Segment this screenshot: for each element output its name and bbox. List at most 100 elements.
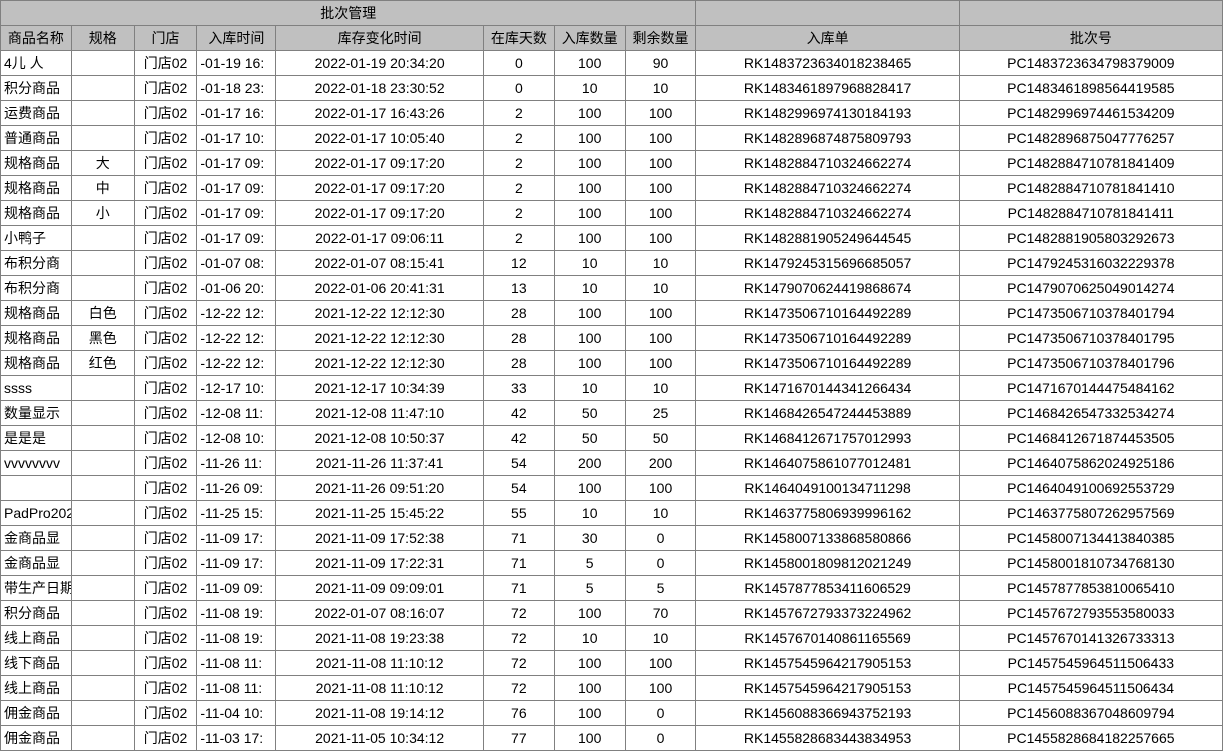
cell-intime: -12-22 12:	[197, 301, 276, 326]
table-row[interactable]: 普通商品门店02-01-17 10:2022-01-17 10:05:40210…	[1, 126, 1223, 151]
col-header-changetime[interactable]: 库存变化时间	[276, 26, 484, 51]
cell-batch: PC1482896875047776257	[959, 126, 1222, 151]
cell-remain: 100	[625, 326, 696, 351]
table-row[interactable]: 布积分商门店02-01-06 20:2022-01-06 20:41:31131…	[1, 276, 1223, 301]
cell-days: 12	[483, 251, 554, 276]
cell-intime: -01-17 09:	[197, 226, 276, 251]
header-row: 商品名称 规格 门店 入库时间 库存变化时间 在库天数 入库数量 剩余数量 入库…	[1, 26, 1223, 51]
cell-intime: -01-17 09:	[197, 151, 276, 176]
cell-store: 门店02	[134, 551, 197, 576]
table-row[interactable]: 规格商品黑色门店02-12-22 12:2021-12-22 12:12:302…	[1, 326, 1223, 351]
cell-name: 规格商品	[1, 151, 72, 176]
cell-spec	[71, 251, 134, 276]
table-row[interactable]: 规格商品中门店02-01-17 09:2022-01-17 09:17:2021…	[1, 176, 1223, 201]
col-header-remain[interactable]: 剩余数量	[625, 26, 696, 51]
cell-batch: PC1482884710781841411	[959, 201, 1222, 226]
cell-inorder: RK1482881905249644545	[696, 226, 959, 251]
table-row[interactable]: 4儿 人门店02-01-19 16:2022-01-19 20:34:20010…	[1, 51, 1223, 76]
cell-inqty: 30	[554, 526, 625, 551]
table-row[interactable]: 带生产日期门店02-11-09 09:2021-11-09 09:09:0171…	[1, 576, 1223, 601]
table-row[interactable]: 数量显示门店02-12-08 11:2021-12-08 11:47:10425…	[1, 401, 1223, 426]
cell-inqty: 100	[554, 226, 625, 251]
cell-intime: -11-09 17:	[197, 551, 276, 576]
cell-days: 0	[483, 51, 554, 76]
cell-days: 72	[483, 651, 554, 676]
cell-remain: 10	[625, 626, 696, 651]
table-row[interactable]: 运费商品门店02-01-17 16:2022-01-17 16:43:26210…	[1, 101, 1223, 126]
cell-inorder: RK1479245315696685057	[696, 251, 959, 276]
cell-store: 门店02	[134, 651, 197, 676]
cell-intime: -12-22 12:	[197, 351, 276, 376]
cell-store: 门店02	[134, 501, 197, 526]
col-header-store[interactable]: 门店	[134, 26, 197, 51]
table-row[interactable]: 规格商品红色门店02-12-22 12:2021-12-22 12:12:302…	[1, 351, 1223, 376]
table-row[interactable]: 金商品显门店02-11-09 17:2021-11-09 17:52:38713…	[1, 526, 1223, 551]
table-row[interactable]: 规格商品白色门店02-12-22 12:2021-12-22 12:12:302…	[1, 301, 1223, 326]
table-row[interactable]: vvvvvvvv门店02-11-26 11:2021-11-26 11:37:4…	[1, 451, 1223, 476]
cell-store: 门店02	[134, 601, 197, 626]
cell-inorder: RK1457670140861165569	[696, 626, 959, 651]
table-row[interactable]: 线上商品门店02-11-08 19:2021-11-08 19:23:38721…	[1, 626, 1223, 651]
cell-store: 门店02	[134, 326, 197, 351]
table-row[interactable]: 布积分商门店02-01-07 08:2022-01-07 08:15:41121…	[1, 251, 1223, 276]
col-header-name[interactable]: 商品名称	[1, 26, 72, 51]
table-row[interactable]: 规格商品大门店02-01-17 09:2022-01-17 09:17:2021…	[1, 151, 1223, 176]
table-row[interactable]: 佣金商品门店02-11-03 17:2021-11-05 10:34:12771…	[1, 726, 1223, 751]
table-row[interactable]: 积分商品门店02-11-08 19:2022-01-07 08:16:07721…	[1, 601, 1223, 626]
cell-changetime: 2022-01-07 08:15:41	[276, 251, 484, 276]
cell-inqty: 100	[554, 726, 625, 751]
cell-changetime: 2022-01-07 08:16:07	[276, 601, 484, 626]
cell-batch: PC1473506710378401794	[959, 301, 1222, 326]
cell-batch: PC1468412671874453505	[959, 426, 1222, 451]
cell-store: 门店02	[134, 576, 197, 601]
cell-spec: 黑色	[71, 326, 134, 351]
col-header-intime[interactable]: 入库时间	[197, 26, 276, 51]
table-row[interactable]: 规格商品小门店02-01-17 09:2022-01-17 09:17:2021…	[1, 201, 1223, 226]
cell-changetime: 2021-11-26 11:37:41	[276, 451, 484, 476]
cell-name: 运费商品	[1, 101, 72, 126]
cell-remain: 100	[625, 176, 696, 201]
cell-spec: 中	[71, 176, 134, 201]
cell-days: 2	[483, 101, 554, 126]
col-header-spec[interactable]: 规格	[71, 26, 134, 51]
cell-inorder: RK1455828683443834953	[696, 726, 959, 751]
cell-intime: -01-17 09:	[197, 201, 276, 226]
cell-inorder: RK1458007133868580866	[696, 526, 959, 551]
table-row[interactable]: 是是是门店02-12-08 10:2021-12-08 10:50:374250…	[1, 426, 1223, 451]
cell-days: 2	[483, 126, 554, 151]
cell-inorder: RK1483461897968828417	[696, 76, 959, 101]
table-row[interactable]: 线下商品门店02-11-08 11:2021-11-08 11:10:12721…	[1, 651, 1223, 676]
cell-changetime: 2021-11-09 17:22:31	[276, 551, 484, 576]
cell-changetime: 2021-12-08 11:47:10	[276, 401, 484, 426]
cell-changetime: 2022-01-17 09:06:11	[276, 226, 484, 251]
table-row[interactable]: PadPro202门店02-11-25 15:2021-11-25 15:45:…	[1, 501, 1223, 526]
table-row[interactable]: 积分商品门店02-01-18 23:2022-01-18 23:30:52010…	[1, 76, 1223, 101]
col-header-days[interactable]: 在库天数	[483, 26, 554, 51]
cell-inorder: RK1482996974130184193	[696, 101, 959, 126]
table-row[interactable]: 小鸭子门店02-01-17 09:2022-01-17 09:06:112100…	[1, 226, 1223, 251]
cell-changetime: 2022-01-17 10:05:40	[276, 126, 484, 151]
cell-intime: -01-06 20:	[197, 276, 276, 301]
cell-changetime: 2022-01-17 09:17:20	[276, 201, 484, 226]
cell-store: 门店02	[134, 726, 197, 751]
col-header-inqty[interactable]: 入库数量	[554, 26, 625, 51]
cell-inqty: 10	[554, 501, 625, 526]
cell-batch: PC1483723634798379009	[959, 51, 1222, 76]
col-header-inorder[interactable]: 入库单	[696, 26, 959, 51]
table-row[interactable]: ssss门店02-12-17 10:2021-12-17 10:34:39331…	[1, 376, 1223, 401]
table-row[interactable]: 金商品显门店02-11-09 17:2021-11-09 17:22:31715…	[1, 551, 1223, 576]
cell-batch: PC1482884710781841410	[959, 176, 1222, 201]
cell-changetime: 2021-12-22 12:12:30	[276, 351, 484, 376]
cell-changetime: 2022-01-18 23:30:52	[276, 76, 484, 101]
table-row[interactable]: 门店02-11-26 09:2021-11-26 09:51:205410010…	[1, 476, 1223, 501]
col-header-batch[interactable]: 批次号	[959, 26, 1222, 51]
cell-intime: -01-18 23:	[197, 76, 276, 101]
cell-changetime: 2021-12-22 12:12:30	[276, 301, 484, 326]
cell-batch: PC1471670144475484162	[959, 376, 1222, 401]
cell-store: 门店02	[134, 401, 197, 426]
cell-spec	[71, 376, 134, 401]
table-row[interactable]: 佣金商品门店02-11-04 10:2021-11-08 19:14:12761…	[1, 701, 1223, 726]
cell-name: 佣金商品	[1, 726, 72, 751]
cell-days: 42	[483, 401, 554, 426]
cell-inqty: 100	[554, 151, 625, 176]
